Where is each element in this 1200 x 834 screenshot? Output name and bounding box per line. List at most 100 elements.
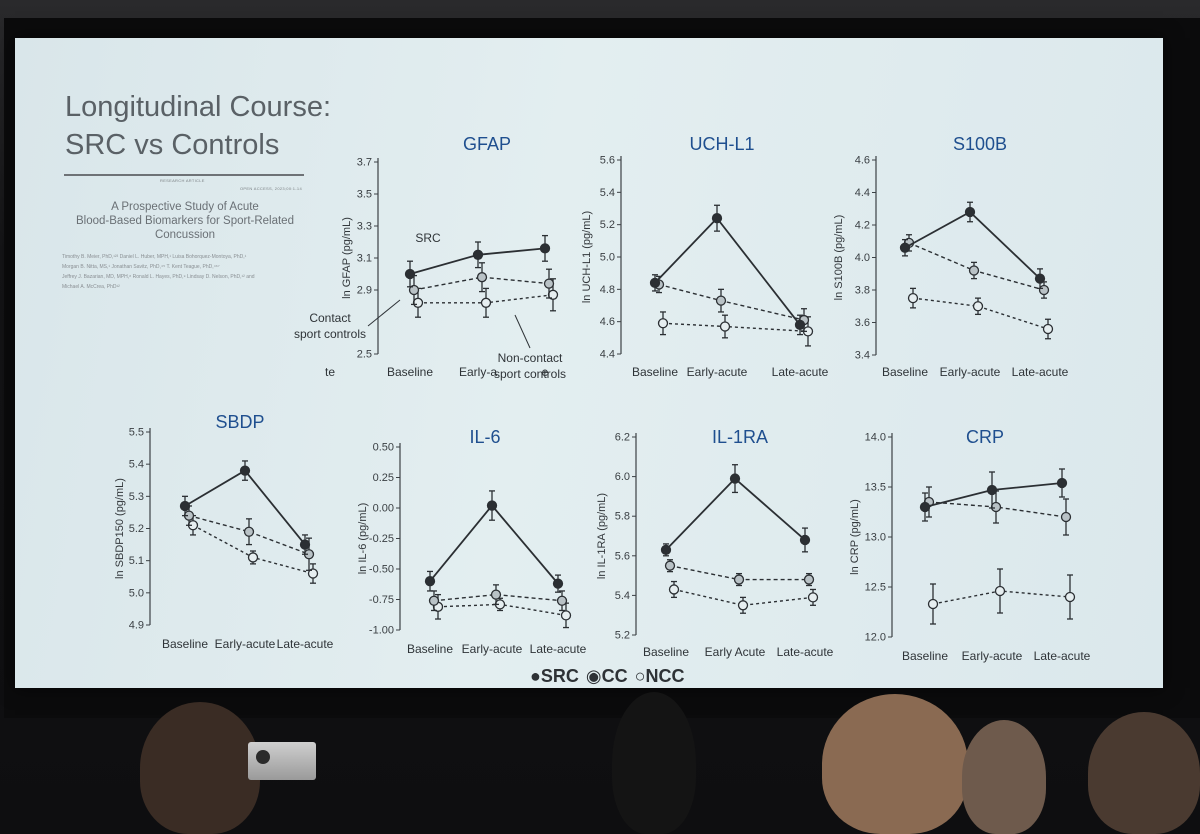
data-point-src bbox=[660, 544, 672, 556]
paper-header-rule bbox=[64, 174, 304, 176]
data-point-ncc bbox=[412, 297, 424, 308]
y-axis-label: ln S100B (pg/mL) bbox=[833, 215, 845, 301]
audience-head bbox=[612, 692, 696, 834]
data-point-ncc bbox=[668, 584, 680, 595]
y-tick-label: 2.5 bbox=[357, 349, 372, 361]
paper-title-line-2: Blood-Based Biomarkers for Sport-Related bbox=[76, 215, 294, 227]
x-tick-label: Baseline bbox=[162, 637, 208, 651]
data-point-ncc bbox=[907, 292, 919, 304]
y-tick-label: 3.3 bbox=[357, 221, 372, 233]
y-tick-label: 5.6 bbox=[600, 155, 615, 167]
data-point-src bbox=[649, 277, 661, 289]
series-line-src bbox=[654, 216, 801, 326]
chart-title: GFAP bbox=[463, 134, 511, 154]
audience-head bbox=[1088, 712, 1200, 834]
paper-authors-line-4: Michael A. McCrea, PhD¹² bbox=[62, 284, 120, 290]
data-point-cc bbox=[476, 272, 488, 283]
x-tick-label: e bbox=[542, 365, 549, 379]
legend-cc: ◉CC bbox=[585, 666, 628, 686]
data-point-ncc bbox=[994, 585, 1006, 597]
y-tick-label: -0.25 bbox=[369, 533, 394, 545]
paper-title-line-1: A Prospective Study of Acute bbox=[111, 201, 259, 213]
data-point-ncc bbox=[657, 318, 669, 329]
y-tick-label: -0.50 bbox=[369, 564, 394, 576]
paper-header-left: RESEARCH ARTICLE bbox=[160, 178, 205, 183]
data-point-ncc bbox=[1042, 323, 1054, 335]
y-tick-label: 4.9 bbox=[129, 620, 144, 632]
y-tick-label: 5.1 bbox=[129, 555, 144, 567]
x-tick-label: Baseline bbox=[632, 365, 678, 379]
paper-authors-line-1: Timothy B. Meier, PhD,¹²³ Daniel L. Hube… bbox=[62, 254, 247, 260]
y-tick-label: 13.5 bbox=[865, 482, 886, 494]
chart-title: IL-6 bbox=[469, 427, 500, 447]
data-point-src bbox=[711, 213, 723, 224]
y-tick-label: 5.0 bbox=[129, 587, 144, 599]
y-axis-label: ln UCH-L1 (pg/mL) bbox=[581, 211, 593, 303]
data-point-src bbox=[404, 268, 416, 280]
slide-title-line-2: SRC vs Controls bbox=[65, 129, 280, 161]
y-tick-label: 4.4 bbox=[600, 349, 615, 361]
y-tick-label: 5.2 bbox=[615, 630, 630, 642]
data-point-src bbox=[299, 539, 311, 550]
y-tick-label: 4.4 bbox=[855, 187, 870, 199]
y-tick-label: 0.25 bbox=[373, 472, 394, 484]
data-point-cc bbox=[428, 595, 440, 606]
data-point-cc bbox=[968, 265, 980, 276]
x-tick-label: Early-a bbox=[459, 365, 497, 379]
data-point-ncc bbox=[719, 321, 731, 332]
y-tick-label: 5.3 bbox=[129, 491, 144, 503]
data-point-src bbox=[899, 242, 911, 253]
y-tick-label: 2.9 bbox=[357, 285, 372, 297]
data-point-src bbox=[729, 473, 741, 484]
series-line-cc bbox=[413, 276, 550, 291]
annotation-ncc: sport controls bbox=[494, 367, 566, 381]
data-point-src bbox=[486, 500, 498, 511]
annotation-arrow bbox=[367, 299, 401, 327]
x-tick-label: Early-acute bbox=[462, 642, 523, 656]
y-tick-label: 0.00 bbox=[373, 503, 394, 515]
x-tick-label: Late-acute bbox=[1034, 649, 1091, 663]
annotation-cc: Contact bbox=[309, 311, 351, 325]
x-tick-label: Baseline bbox=[407, 642, 453, 656]
y-tick-label: 4.6 bbox=[600, 316, 615, 328]
y-tick-label: 4.0 bbox=[855, 252, 870, 264]
paper-title: A Prospective Study of Acute Blood-Based… bbox=[60, 200, 310, 242]
data-point-cc bbox=[1038, 284, 1050, 296]
slide-title: Longitudinal Course: SRC vs Controls bbox=[65, 88, 385, 164]
x-tick-label: Early-acute bbox=[962, 649, 1023, 663]
y-tick-label: 4.6 bbox=[855, 155, 870, 167]
x-tick-label: Early-acute bbox=[940, 365, 1001, 379]
data-point-src bbox=[239, 465, 251, 476]
data-point-src bbox=[472, 249, 484, 260]
annotation-axis-stub: te bbox=[325, 365, 335, 379]
data-point-src bbox=[539, 243, 551, 254]
y-tick-label: 3.1 bbox=[357, 253, 372, 265]
y-tick-label: 3.6 bbox=[855, 317, 870, 329]
y-tick-label: 4.8 bbox=[600, 284, 615, 296]
y-tick-label: 13.0 bbox=[865, 532, 886, 544]
paper-title-line-3: Concussion bbox=[154, 229, 216, 241]
y-tick-label: 12.5 bbox=[865, 582, 886, 594]
data-point-cc bbox=[408, 284, 420, 296]
data-point-cc bbox=[733, 574, 745, 585]
data-point-src bbox=[1034, 273, 1046, 284]
projector-device bbox=[248, 742, 316, 780]
x-tick-label: Baseline bbox=[387, 365, 433, 379]
y-tick-label: -0.75 bbox=[369, 594, 394, 606]
y-tick-label: 5.4 bbox=[129, 459, 144, 471]
y-tick-label: 5.0 bbox=[600, 252, 615, 264]
y-tick-label: 5.4 bbox=[615, 590, 630, 602]
y-tick-label: 5.2 bbox=[600, 219, 615, 231]
data-point-cc bbox=[490, 589, 502, 600]
data-point-ncc bbox=[480, 297, 492, 308]
x-tick-label: Baseline bbox=[882, 365, 928, 379]
data-point-cc bbox=[543, 278, 555, 289]
annotation-ncc: Non-contact bbox=[498, 351, 563, 365]
audience-head bbox=[822, 694, 968, 834]
y-tick-label: 6.2 bbox=[615, 432, 630, 444]
y-axis-label: ln IL-6 (pg/mL) bbox=[357, 503, 369, 575]
data-point-cc bbox=[664, 560, 676, 571]
y-tick-label: 6.0 bbox=[615, 471, 630, 483]
y-tick-label: 3.5 bbox=[357, 189, 372, 201]
paper-thumbnail: RESEARCH ARTICLE OPEN ACCESS, 2023;00:1-… bbox=[50, 168, 315, 318]
